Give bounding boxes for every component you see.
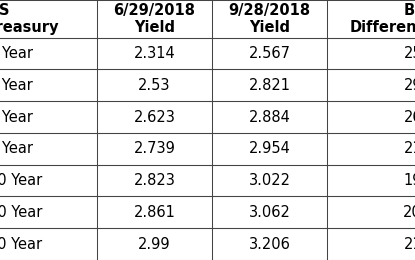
Bar xyxy=(327,165,415,197)
Bar xyxy=(327,0,415,38)
Bar xyxy=(97,0,212,38)
Bar xyxy=(212,228,327,260)
Text: 9/28/2018
Yield: 9/28/2018 Yield xyxy=(228,3,310,35)
Text: 2.739: 2.739 xyxy=(134,141,176,156)
Text: 2.99: 2.99 xyxy=(138,237,171,252)
Bar xyxy=(212,165,327,197)
Bar xyxy=(97,69,212,101)
Text: 2.623: 2.623 xyxy=(134,110,176,125)
Bar xyxy=(212,38,327,69)
Text: 7 Year: 7 Year xyxy=(0,141,33,156)
Text: 2.567: 2.567 xyxy=(249,46,290,61)
Bar xyxy=(0,69,97,101)
Bar xyxy=(327,69,415,101)
Bar xyxy=(97,133,212,165)
Text: 25.3: 25.3 xyxy=(403,46,415,61)
Bar xyxy=(327,228,415,260)
Text: BPS
Difference: BPS Difference xyxy=(350,3,415,35)
Text: 29.1: 29.1 xyxy=(403,78,415,93)
Bar xyxy=(97,38,212,69)
Text: 3.062: 3.062 xyxy=(249,205,290,220)
Text: 6/29/2018
Yield: 6/29/2018 Yield xyxy=(113,3,195,35)
Text: 19.9: 19.9 xyxy=(403,173,415,188)
Bar xyxy=(327,197,415,228)
Text: 2.884: 2.884 xyxy=(249,110,290,125)
Text: 26.1: 26.1 xyxy=(403,110,415,125)
Text: 2.53: 2.53 xyxy=(138,78,171,93)
Bar xyxy=(0,0,97,38)
Bar xyxy=(212,133,327,165)
Bar xyxy=(0,165,97,197)
Text: 30 Year: 30 Year xyxy=(0,237,42,252)
Text: 10 Year: 10 Year xyxy=(0,173,42,188)
Bar xyxy=(0,228,97,260)
Bar xyxy=(0,133,97,165)
Text: 21.6: 21.6 xyxy=(403,237,415,252)
Bar xyxy=(327,133,415,165)
Bar xyxy=(0,101,97,133)
Bar xyxy=(97,165,212,197)
Bar xyxy=(212,197,327,228)
Bar xyxy=(212,0,327,38)
Text: 20.1: 20.1 xyxy=(403,205,415,220)
Text: 2.821: 2.821 xyxy=(249,78,290,93)
Text: 2 Year: 2 Year xyxy=(0,46,33,61)
Text: 2.314: 2.314 xyxy=(134,46,176,61)
Bar xyxy=(212,101,327,133)
Text: 3.206: 3.206 xyxy=(249,237,290,252)
Text: 2.861: 2.861 xyxy=(134,205,176,220)
Bar xyxy=(97,228,212,260)
Text: 3 Year: 3 Year xyxy=(0,78,33,93)
Bar xyxy=(327,101,415,133)
Text: 3.022: 3.022 xyxy=(249,173,290,188)
Text: 5 Year: 5 Year xyxy=(0,110,33,125)
Bar xyxy=(0,197,97,228)
Text: 2.823: 2.823 xyxy=(134,173,176,188)
Text: 2.954: 2.954 xyxy=(249,141,290,156)
Bar xyxy=(97,197,212,228)
Text: 20 Year: 20 Year xyxy=(0,205,42,220)
Bar xyxy=(0,38,97,69)
Bar xyxy=(97,101,212,133)
Bar xyxy=(212,69,327,101)
Bar xyxy=(327,38,415,69)
Text: US
Treasury: US Treasury xyxy=(0,3,59,35)
Text: 21.5: 21.5 xyxy=(403,141,415,156)
